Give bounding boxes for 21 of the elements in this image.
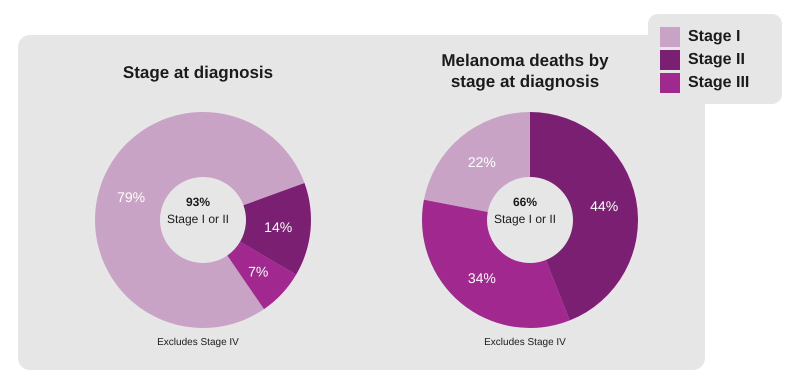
data-label: 14% bbox=[264, 218, 292, 235]
donut-slice bbox=[227, 242, 296, 310]
legend-label: Stage II bbox=[688, 51, 745, 69]
text: Stage I or II bbox=[492, 212, 558, 226]
chart-title: Melanoma deaths by stage at diagnosis bbox=[440, 50, 610, 92]
donut-slice bbox=[240, 183, 311, 275]
donut-slice bbox=[422, 200, 570, 328]
data-label: 44% bbox=[590, 198, 618, 214]
text: 93% bbox=[184, 195, 212, 209]
data-label: 79% bbox=[117, 188, 146, 205]
donut-slice bbox=[95, 112, 304, 328]
data-label: 7% bbox=[248, 263, 268, 280]
text: Excludes Stage IV bbox=[156, 337, 240, 348]
data-label: 22% bbox=[468, 154, 496, 170]
data-label: 34% bbox=[468, 270, 496, 286]
text: 66% bbox=[512, 195, 538, 209]
legend-label: Stage I bbox=[688, 28, 740, 46]
legend-label: Stage III bbox=[688, 74, 750, 92]
text: Stage at diagnosis bbox=[122, 62, 274, 83]
text: Stage I or II bbox=[166, 212, 230, 226]
text: Excludes Stage IV bbox=[483, 337, 567, 348]
